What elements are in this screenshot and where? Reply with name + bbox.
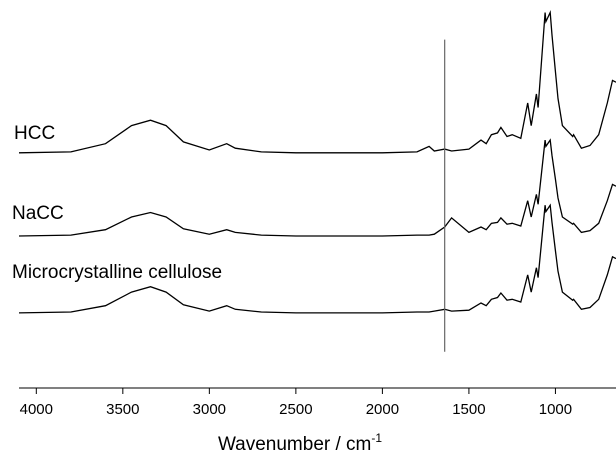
series-label: Microcrystalline cellulose: [12, 262, 222, 283]
series-label: HCC: [14, 123, 55, 144]
series-label: NaCC: [12, 203, 64, 224]
x-tick-label: 4000: [20, 401, 53, 418]
x-tick-label: 3000: [193, 401, 226, 418]
spectrum-line: [18, 203, 616, 314]
x-tick-label: 3500: [106, 401, 139, 418]
spectrum-line: [18, 10, 616, 154]
x-axis-label-text: Wavenumber / cm: [218, 434, 371, 455]
x-axis-label-superscript: -1: [371, 431, 382, 445]
x-tick-label: 1500: [452, 401, 485, 418]
x-axis-label: Wavenumber / cm-1: [218, 431, 382, 455]
x-tick-label: 2000: [366, 401, 399, 418]
spectrum-line: [18, 138, 616, 237]
x-tick-label: 1000: [539, 401, 572, 418]
x-tick-label: 2500: [279, 401, 312, 418]
